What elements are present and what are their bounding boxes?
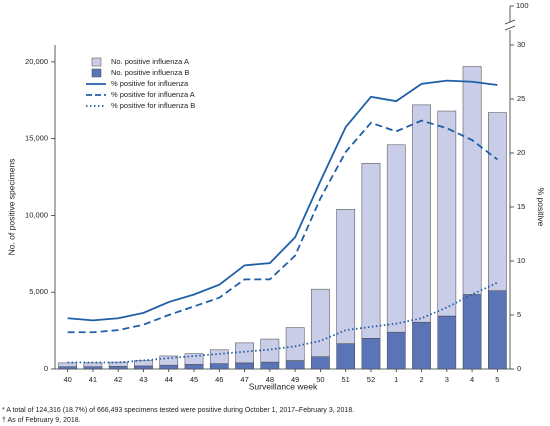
x-tick-label: 41: [89, 375, 97, 384]
bar: [488, 290, 507, 370]
bar: [209, 363, 229, 370]
x-tick-label: 44: [165, 375, 173, 384]
legend-swatch: [91, 57, 102, 67]
bar: [412, 104, 431, 323]
legend-label: % positive for influenza: [111, 79, 189, 88]
x-tick-label: 49: [291, 375, 299, 384]
y-axis-label: No. of positive specimens: [6, 159, 16, 256]
bar: [437, 315, 457, 370]
bar: [58, 366, 77, 370]
bar: [159, 364, 179, 370]
bar: [235, 362, 254, 370]
x-tick-label: 43: [139, 375, 147, 384]
axis-break: [504, 25, 516, 31]
legend-label: No. positive influenza B: [111, 68, 189, 77]
x-tick-label: 50: [316, 375, 324, 384]
y-tick-label: 5,000: [29, 287, 48, 296]
x-tick-label: 47: [240, 375, 248, 384]
x-tick-label: 51: [342, 375, 350, 384]
bar: [159, 355, 179, 366]
bar: [209, 349, 229, 364]
bar: [108, 366, 128, 370]
bar: [412, 321, 431, 370]
bar: [361, 338, 381, 370]
bar: [83, 366, 103, 370]
x-axis-label: Surveillance week: [249, 381, 318, 391]
x-tick-label: 42: [114, 375, 122, 384]
x-tick-label: 40: [63, 375, 71, 384]
bar: [260, 338, 280, 363]
bar: [184, 353, 204, 365]
line: [67, 281, 498, 364]
x-tick-label: 3: [445, 375, 449, 384]
footnote: † As of February 9, 2018.: [2, 417, 81, 424]
bar: [311, 356, 330, 370]
bar: [462, 294, 482, 370]
bar: [386, 144, 406, 333]
legend-label: No. positive influenza A: [111, 57, 189, 66]
y2-tick-label: 30: [517, 40, 525, 49]
y-tick-label: 10,000: [25, 210, 48, 219]
legend-swatch: [91, 68, 102, 78]
bar: [285, 327, 305, 361]
bar: [462, 66, 482, 295]
bar: [58, 362, 77, 367]
footnote: * A total of 124,316 (18.7%) of 666,493 …: [2, 407, 354, 414]
bar: [184, 364, 204, 370]
legend-label: % positive for influenza B: [111, 101, 195, 110]
y-tick-label: 0: [44, 364, 48, 373]
y-tick-label: 15,000: [25, 134, 48, 143]
bar: [235, 342, 254, 364]
x-tick-label: 48: [266, 375, 274, 384]
bar: [386, 331, 406, 370]
bar: [488, 112, 507, 291]
x-tick-label: 52: [367, 375, 375, 384]
x-tick-label: 4: [470, 375, 474, 384]
x-tick-label: 46: [215, 375, 223, 384]
x-tick-label: 1: [394, 375, 398, 384]
bar: [260, 361, 280, 370]
x-tick-label: 2: [419, 375, 423, 384]
y2-tick-label: 15: [517, 202, 525, 211]
bar: [361, 162, 381, 339]
y2-tick-label: 25: [517, 94, 525, 103]
bar: [336, 209, 356, 344]
y2-tick-label: 0: [517, 364, 521, 373]
bar: [134, 365, 153, 370]
bar: [83, 362, 103, 367]
bar: [336, 343, 356, 370]
y2-tick-label: 10: [517, 256, 525, 265]
bar: [311, 288, 330, 357]
x-tick-label: 45: [190, 375, 198, 384]
line: [67, 79, 498, 322]
bar: [285, 360, 305, 370]
x-tick-label: 5: [495, 375, 499, 384]
bar: [134, 360, 153, 367]
legend-label: % positive for influenza A: [111, 90, 195, 99]
bar: [437, 110, 457, 317]
y2-tick-label: 100: [516, 1, 529, 10]
y-tick-label: 20,000: [25, 57, 48, 66]
y2-axis-label: % positive: [536, 188, 546, 227]
y2-tick-label: 5: [517, 310, 521, 319]
line: [67, 119, 498, 334]
y2-tick-label: 20: [517, 148, 525, 157]
bar: [108, 361, 128, 367]
axis-break: [504, 19, 516, 25]
